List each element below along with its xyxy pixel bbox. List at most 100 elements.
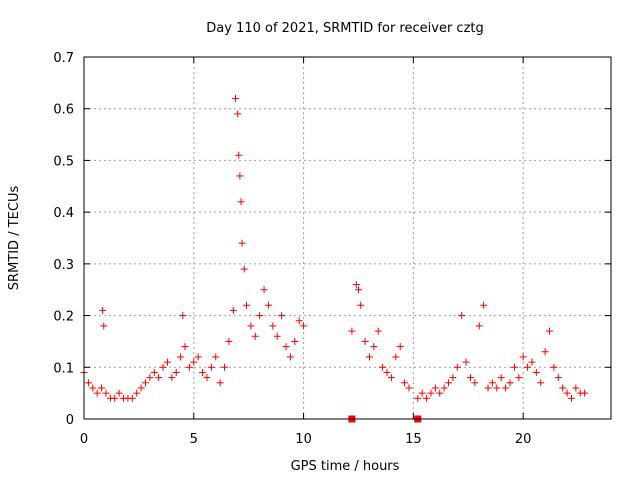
data-point: [423, 394, 431, 402]
data-point: [163, 358, 171, 366]
data-point: [225, 337, 233, 345]
y-axis-title: SRMTID / TECUs: [7, 186, 22, 291]
data-point: [179, 312, 187, 320]
axis-ticks: 0 0.1 0.2 0.3 0.4 0.5 0.6 0.7 0 5 10 15 20: [53, 51, 611, 447]
data-point: [89, 384, 97, 392]
data-point: [379, 363, 387, 371]
data-point: [387, 374, 395, 382]
x-tick-label: 0: [80, 432, 88, 447]
x-axis-title: GPS time / hours: [291, 459, 400, 474]
data-point: [260, 286, 268, 294]
data-point: [497, 374, 505, 382]
data-point: [216, 379, 224, 387]
data-point: [383, 368, 391, 376]
data-point: [567, 394, 575, 402]
data-point: [128, 394, 136, 402]
data-point: [111, 394, 119, 402]
data-point: [203, 374, 211, 382]
data-point: [240, 265, 248, 273]
data-point: [194, 353, 202, 361]
data-point: [172, 368, 180, 376]
data-point: [212, 353, 220, 361]
data-point: [453, 363, 461, 371]
data-point: [256, 312, 264, 320]
data-point: [418, 389, 426, 397]
data-point: [286, 353, 294, 361]
data-point: [572, 384, 580, 392]
data-point: [102, 389, 110, 397]
data-point: [506, 379, 514, 387]
data-point: [155, 374, 163, 382]
y-tick-label: 0.6: [53, 103, 74, 118]
data-point: [502, 384, 510, 392]
data-point: [236, 172, 244, 180]
data-point: [238, 239, 246, 247]
y-tick-label: 0.4: [53, 206, 74, 221]
data-point: [414, 394, 422, 402]
data-point: [247, 322, 255, 330]
data-point: [554, 374, 562, 382]
data-point: [445, 379, 453, 387]
x-tick-label: 15: [405, 432, 422, 447]
data-point: [232, 94, 240, 102]
data-point: [159, 363, 167, 371]
data-point: [546, 327, 554, 335]
data-point: [300, 322, 308, 330]
data-point: [150, 368, 158, 376]
x-tick-label: 20: [515, 432, 532, 447]
data-point: [242, 301, 250, 309]
y-tick-label: 0.7: [53, 51, 74, 66]
y-tick-label: 0: [66, 413, 74, 428]
data-point: [234, 110, 242, 118]
data-point: [488, 379, 496, 387]
y-tick-label: 0.2: [53, 310, 74, 325]
data-point: [524, 363, 532, 371]
data-point: [264, 301, 272, 309]
data-point: [392, 353, 400, 361]
data-point: [436, 389, 444, 397]
data-point: [427, 389, 435, 397]
data-point: [190, 358, 198, 366]
data-point: [374, 327, 382, 335]
data-point: [440, 384, 448, 392]
data-point: [348, 327, 356, 335]
data-point: [99, 306, 107, 314]
data-point: [370, 343, 378, 351]
data-point: [431, 384, 439, 392]
data-point: [177, 353, 185, 361]
data-point: [458, 312, 466, 320]
data-point: [354, 286, 362, 294]
data-point: [480, 301, 488, 309]
data-point: [449, 374, 457, 382]
data-point: [235, 151, 243, 159]
data-points: [80, 94, 589, 423]
data-point: [510, 363, 518, 371]
x-tick-label: 5: [190, 432, 198, 447]
data-point: [528, 358, 536, 366]
data-point: [269, 322, 277, 330]
data-point: [100, 322, 108, 330]
chart-title: Day 110 of 2021, SRMTID for receiver czt…: [206, 21, 484, 36]
data-point: [396, 343, 404, 351]
data-point: [273, 332, 281, 340]
data-point: [98, 384, 106, 392]
data-point: [462, 358, 470, 366]
data-point: [471, 379, 479, 387]
data-point: [185, 363, 193, 371]
data-point: [84, 379, 92, 387]
plot-frame: [83, 56, 612, 420]
data-point: [493, 384, 501, 392]
data-point: [581, 389, 589, 397]
data-point: [115, 389, 123, 397]
data-point: [475, 322, 483, 330]
data-point: [133, 389, 141, 397]
data-point: [146, 374, 154, 382]
data-point: [405, 384, 413, 392]
data-point: [168, 374, 176, 382]
data-point: [361, 337, 369, 345]
data-point: [229, 306, 237, 314]
data-point: [137, 384, 145, 392]
data-point: [550, 363, 558, 371]
data-point: [466, 374, 474, 382]
